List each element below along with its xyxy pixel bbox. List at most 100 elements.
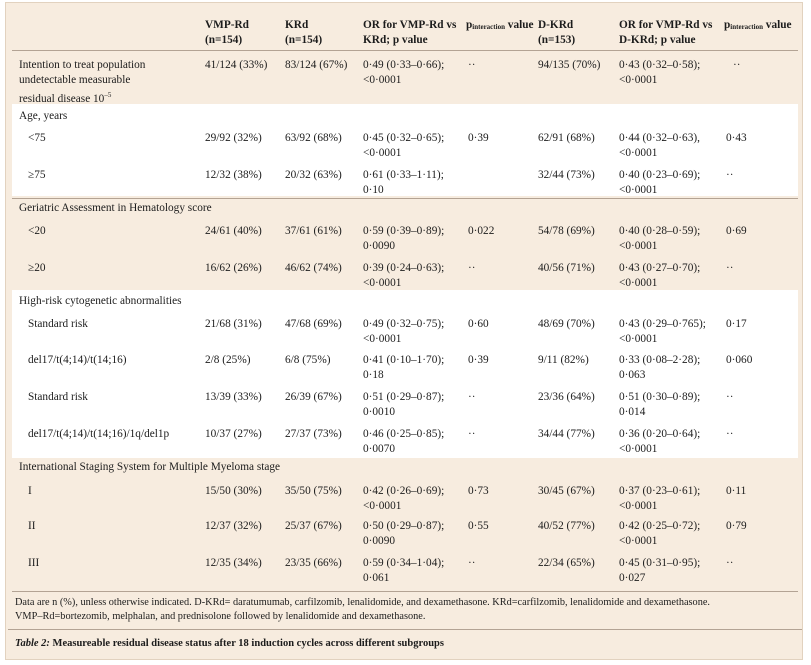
row-1-vmp: 29/92 (32%)	[205, 132, 262, 144]
row-10-krd: 25/37 (67%)	[285, 520, 342, 532]
itt-label-line1: Intention to treat population	[19, 59, 146, 71]
row-2-or1-l2: 0·10	[363, 184, 384, 196]
row-5-pint1: 0·60	[468, 318, 489, 330]
row-4-or2-l1: 0·43 (0·27–0·70);	[619, 262, 701, 274]
section-heading-age: Age, years	[19, 110, 68, 122]
row-6-dkrd: 9/11 (82%)	[538, 354, 589, 366]
table-panel: VMP-Rd (n=154) KRd (n=154) OR for VMP-Rd…	[5, 2, 803, 660]
header-krd-n: (n=154)	[285, 34, 323, 46]
section-heading-cytogenetic: High-risk cytogenetic abnormalities	[19, 295, 182, 307]
row-4-or1-l2: <0·0001	[363, 277, 402, 289]
header-dkrd-n: (n=153)	[538, 34, 576, 46]
row-2-or2-l2: <0·0001	[619, 184, 658, 196]
row-4-pint2: ··	[726, 262, 734, 274]
row-5-or1-l1: 0·49 (0·32–0·75);	[363, 318, 445, 330]
row-8-dkrd: 34/44 (77%)	[538, 428, 595, 440]
row-9-pint2: 0·11	[726, 485, 747, 497]
row-4-or2-l2: <0·0001	[619, 277, 658, 289]
row-8-label: del17/t(4;14)/t(14;16)/1q/del1p	[28, 428, 170, 440]
row-3-krd: 37/61 (61%)	[285, 225, 342, 237]
row-6-pint2: 0·060	[726, 354, 753, 366]
row-9-label: I	[28, 485, 32, 497]
itt-or2-line2: <0·0001	[619, 74, 658, 86]
row-6-or2-l2: 0·063	[619, 369, 646, 381]
row-8-or2-l2: <0·0001	[619, 443, 658, 455]
header-pinteraction1: pinteraction value	[466, 19, 534, 31]
row-3-vmp: 24/61 (40%)	[205, 225, 262, 237]
section-heading-iss: International Staging System for Multipl…	[19, 461, 281, 473]
row-6-label: del17/t(4;14)/t(14;16)	[28, 354, 127, 366]
row-11-vmp: 12/35 (34%)	[205, 557, 262, 569]
row-9-or2-l1: 0·37 (0·23–0·61);	[619, 485, 701, 497]
row-6-or1-l1: 0·41 (0·10–1·70);	[363, 354, 445, 366]
itt-or2-line1: 0·43 (0·32–0·58);	[619, 59, 701, 71]
row-8-pint2: ··	[726, 428, 734, 440]
row-11-krd: 23/35 (66%)	[285, 557, 342, 569]
row-11-or1-l2: 0·061	[363, 572, 390, 584]
section-heading-geriatric: Geriatric Assessment in Hematology score	[19, 202, 212, 214]
row-9-dkrd: 30/45 (67%)	[538, 485, 595, 497]
itt-or1-line1: 0·49 (0·33–0·66);	[363, 59, 445, 71]
row-10-dkrd: 40/52 (77%)	[538, 520, 595, 532]
row-8-krd: 27/37 (73%)	[285, 428, 342, 440]
header-vmp-n: (n=154)	[205, 34, 243, 46]
row-3-pint2: 0·69	[726, 225, 747, 237]
row-7-or1-l1: 0·51 (0·29–0·87);	[363, 391, 445, 403]
itt-label-line2: undetectable measurable	[19, 74, 131, 86]
cytogenetic-section-band	[12, 290, 798, 458]
row-7-label: Standard risk	[28, 391, 88, 403]
row-5-or2-l2: <0·0001	[619, 333, 658, 345]
row-7-pint1: ··	[468, 391, 476, 403]
row-10-or1-l1: 0·50 (0·29–0·87);	[363, 520, 445, 532]
row-2-label: ≥75	[28, 169, 46, 181]
row-4-pint1: ··	[468, 262, 476, 274]
row-7-dkrd: 23/36 (64%)	[538, 391, 595, 403]
row-9-pint1: 0·73	[468, 485, 489, 497]
footnote-line2: VMP–Rd=bortezomib, melphalan, and predni…	[15, 611, 426, 622]
row-3-or1-l2: 0·0090	[363, 240, 396, 252]
row-5-label: Standard risk	[28, 318, 88, 330]
row-9-vmp: 15/50 (30%)	[205, 485, 262, 497]
row-1-or1-l2: <0·0001	[363, 147, 402, 159]
row-8-vmp: 10/37 (27%)	[205, 428, 262, 440]
row-3-pint1: 0·022	[468, 225, 495, 237]
row-7-pint2: ··	[726, 391, 734, 403]
row-3-dkrd: 54/78 (69%)	[538, 225, 595, 237]
row-2-krd: 20/32 (63%)	[285, 169, 342, 181]
row-5-vmp: 21/68 (31%)	[205, 318, 262, 330]
row-9-krd: 35/50 (75%)	[285, 485, 342, 497]
row-11-or2-l1: 0·45 (0·31–0·95);	[619, 557, 701, 569]
row-1-pint1: 0·39	[468, 132, 489, 144]
row-9-or1-l1: 0·42 (0·26–0·69);	[363, 485, 445, 497]
row-4-dkrd: 40/56 (71%)	[538, 262, 595, 274]
row-7-or1-l2: 0·0010	[363, 406, 396, 418]
row-6-pint1: 0·39	[468, 354, 489, 366]
row-2-dkrd: 32/44 (73%)	[538, 169, 595, 181]
row-10-pint2: 0·79	[726, 520, 747, 532]
row-4-vmp: 16/62 (26%)	[205, 262, 262, 274]
row-4-or1-l1: 0·39 (0·24–0·63);	[363, 262, 445, 274]
row-2-pint2: ··	[726, 169, 734, 181]
row-5-dkrd: 48/69 (70%)	[538, 318, 595, 330]
row-8-or2-l1: 0·36 (0·20–0·64);	[619, 428, 701, 440]
row-5-or1-l2: <0·0001	[363, 333, 402, 345]
header-or2-line2: D-KRd; p value	[619, 34, 696, 46]
row-11-pint2: ··	[726, 557, 734, 569]
row-8-pint1: ··	[468, 428, 476, 440]
header-or1-line1: OR for VMP-Rd vs	[363, 19, 457, 31]
row-10-pint1: 0·55	[468, 520, 489, 532]
row-11-label: III	[28, 557, 40, 569]
footnote-rule	[12, 591, 798, 592]
row-1-krd: 63/92 (68%)	[285, 132, 342, 144]
row-2-or2-l1: 0·40 (0·23–0·69);	[619, 169, 701, 181]
itt-krd-value: 83/124 (67%)	[285, 59, 348, 71]
row-11-or1-l1: 0·59 (0·34–1·04);	[363, 557, 445, 569]
row-10-label: II	[28, 520, 36, 532]
header-pinteraction2: pinteraction value	[724, 19, 792, 31]
itt-dkrd-value: 94/135 (70%)	[538, 59, 601, 71]
header-vmp: VMP-Rd	[205, 19, 249, 31]
row-6-krd: 6/8 (75%)	[285, 354, 331, 366]
row-11-pint1: ··	[468, 557, 476, 569]
row-3-label: <20	[28, 225, 46, 237]
row-1-dkrd: 62/91 (68%)	[538, 132, 595, 144]
